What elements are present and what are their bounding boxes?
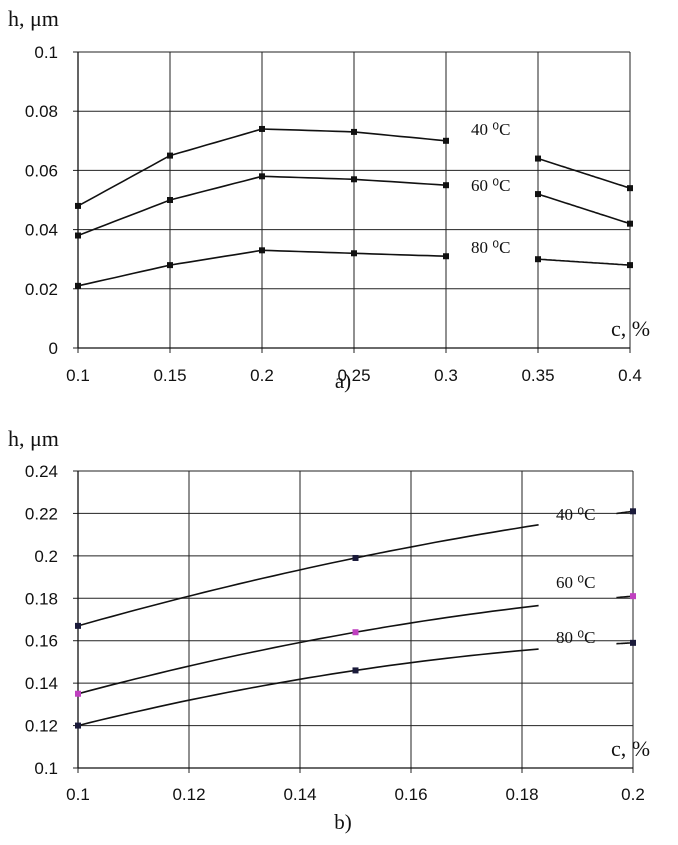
data-point (352, 667, 359, 674)
y-tick-label: 0.24 (25, 462, 58, 481)
data-point (351, 176, 357, 183)
y-tick-label: 0.12 (25, 717, 58, 736)
data-point (259, 125, 265, 132)
y-tick-label: 0.2 (34, 547, 58, 566)
x-tick-label: 0.12 (172, 785, 205, 804)
y-tick-label: 0.16 (25, 632, 58, 651)
data-point (535, 256, 541, 263)
data-point (630, 508, 636, 515)
data-point (259, 247, 265, 254)
data-point (352, 629, 359, 636)
x-tick-label: 0.4 (618, 366, 642, 385)
data-point (75, 232, 81, 239)
data-point (535, 155, 541, 162)
chart-caption: b) (334, 810, 352, 834)
x-tick-label: 0.3 (434, 366, 458, 385)
series-line (77, 604, 539, 695)
series-label: 80 ⁰C (471, 238, 510, 257)
data-point (535, 191, 541, 198)
series-label: 40 ⁰C (556, 505, 595, 524)
x-tick-label: 0.18 (505, 785, 538, 804)
data-point (75, 622, 81, 629)
y-tick-label: 0.18 (25, 589, 58, 608)
series-label: 40 ⁰C (471, 120, 510, 139)
series-line (537, 157, 631, 189)
data-point (167, 197, 173, 203)
y-axis-label: h, μm (8, 426, 59, 451)
data-point (352, 554, 359, 561)
x-tick-label: 0.35 (521, 366, 554, 385)
data-point (627, 185, 633, 192)
data-point (627, 262, 633, 269)
x-tick-label: 0.2 (250, 366, 274, 385)
data-point (75, 282, 81, 289)
y-tick-label: 0.06 (25, 161, 58, 180)
x-tick-label: 0.15 (153, 366, 186, 385)
x-tick-label: 0.14 (283, 785, 316, 804)
series-label: 60 ⁰C (556, 573, 595, 592)
data-point (351, 128, 357, 135)
x-axis-label: c, % (611, 736, 650, 761)
x-tick-label: 0.25 (337, 366, 370, 385)
data-point (167, 152, 173, 159)
chart-a: 0 0.02 0.04 0.06 0.08 0.1 0.1 0.15 0.2 0.25 0.3 0.3… (8, 6, 650, 393)
x-tick-label: 0.16 (394, 785, 427, 804)
y-tick-label: 0.02 (25, 280, 58, 299)
y-tick-label: 0.04 (25, 221, 58, 240)
y-tick-label: 0.1 (34, 43, 58, 62)
series-line (537, 193, 631, 225)
x-tick-label: 0.1 (66, 366, 90, 385)
x-tick-label: 0.2 (621, 785, 645, 804)
series-line (77, 524, 539, 627)
x-tick-label: 0.1 (66, 785, 90, 804)
data-point (75, 202, 81, 209)
data-point (627, 220, 633, 227)
y-tick-label: 0.14 (25, 674, 58, 693)
series-label: 60 ⁰C (471, 176, 510, 195)
y-tick-label: 0 (49, 339, 58, 358)
data-point (167, 262, 173, 269)
series-line (77, 648, 539, 727)
series-label: 80 ⁰C (556, 628, 595, 647)
y-axis-label: h, μm (8, 6, 59, 31)
y-tick-label: 0.22 (25, 504, 58, 523)
data-point (443, 182, 449, 189)
x-axis-label: c, % (611, 316, 650, 341)
data-point (75, 690, 81, 697)
data-point (443, 253, 449, 260)
data-point (630, 639, 636, 646)
y-tick-label: 0.1 (34, 759, 58, 778)
data-point (259, 173, 265, 180)
data-point (443, 137, 449, 144)
data-point (630, 593, 636, 600)
data-point (351, 250, 357, 257)
y-tick-label: 0.08 (25, 102, 58, 121)
series-line (537, 258, 631, 266)
data-point (75, 722, 81, 729)
chart-caption: a) (335, 369, 351, 393)
chart-b: 0.1 0.12 0.14 0.16 0.18 0.2 0.22 0.24 0.1 0.12 0.1… (8, 426, 650, 834)
